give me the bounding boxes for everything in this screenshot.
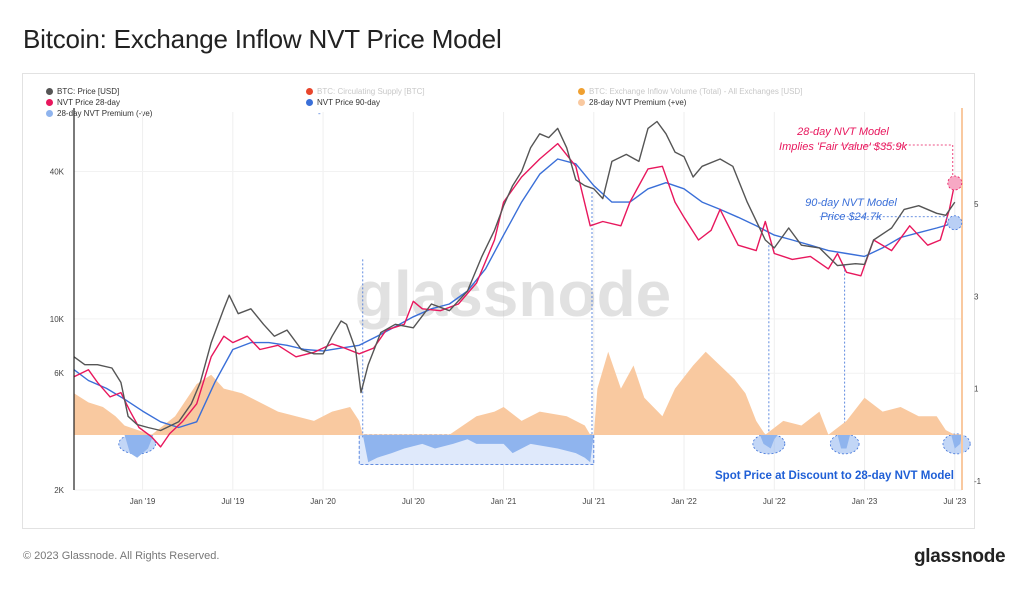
legend-item-nvt28[interactable]: NVT Price 28-day (46, 98, 120, 107)
x-tick-label: Jul '22 (763, 497, 786, 506)
y-right-tick-label: -1 (974, 477, 982, 486)
legend-dot (46, 88, 53, 95)
fair-value-label-1: 28-day NVT Model (796, 126, 889, 138)
grid (74, 112, 962, 491)
model90-marker (947, 215, 963, 231)
y-left-tick-label: 10K (50, 315, 65, 324)
page-title: Bitcoin: Exchange Inflow NVT Price Model (23, 24, 502, 54)
x-tick-label: Jan '20 (310, 497, 336, 506)
legend-dot (306, 88, 313, 95)
x-tick-label: Jul '20 (402, 497, 425, 506)
watermark: glassnode (355, 258, 672, 330)
axes: Jan '19 Jul '19 Jan '20 Jul '20 Jan '21 Jul '… (50, 108, 982, 506)
legend-item-circulating-supply[interactable]: BTC: Circulating Supply [BTC] (306, 87, 425, 96)
nvt90-line (73, 158, 955, 429)
y-right-tick-label: 3 (974, 292, 979, 301)
x-tick-label: Jan '21 (491, 497, 517, 506)
legend-item-btc-price[interactable]: BTC: Price [USD] (46, 87, 119, 96)
y-left-tick-label: 2K (54, 486, 64, 495)
legend-dot (306, 99, 313, 106)
legend-item-exchange-inflow[interactable]: BTC: Exchange Inflow Volume (Total) - Al… (578, 87, 802, 96)
nvt28-line (73, 142, 956, 448)
y-left-tick-label: 6K (54, 369, 64, 378)
x-tick-label: Jan '19 (130, 497, 156, 506)
premium-positive-area (74, 351, 955, 435)
legend-item-dash[interactable]: - (318, 109, 321, 118)
legend-dot (578, 99, 585, 106)
annotations: 28-day NVT Model Implies 'Fair Value' $35… (715, 126, 963, 482)
fair-value-label-2: Implies 'Fair Value' $35.9k (779, 141, 907, 153)
y-right-tick-label: 1 (974, 385, 979, 394)
legend-item-premium-pos[interactable]: 28-day NVT Premium (+ve) (578, 98, 686, 107)
legend-dot (46, 99, 53, 106)
premium-negative-area (124, 434, 962, 463)
copyright: © 2023 Glassnode. All Rights Reserved. (23, 550, 220, 562)
x-tick-label: Jan '22 (671, 497, 697, 506)
x-tick-label: Jul '21 (582, 497, 605, 506)
x-tick-label: Jan '23 (852, 497, 878, 506)
premium-bars (74, 351, 962, 463)
x-tick-label: Jul '19 (221, 497, 244, 506)
discount-label: Spot Price at Discount to 28-day NVT Mod… (715, 470, 954, 482)
legend-dot (578, 88, 585, 95)
y-left-tick-label: 40K (50, 167, 65, 176)
btc-price-line (73, 120, 956, 432)
glassnode-logo: glassnode (914, 546, 1006, 567)
y-right-tick-label: 5 (974, 200, 979, 209)
fair-value-leader (839, 144, 954, 175)
fair-value-marker (947, 175, 963, 191)
model90-label-2: Price $24.7k (820, 211, 882, 223)
series-lines (73, 120, 956, 448)
legend-item-nvt90[interactable]: NVT Price 90-day (306, 98, 380, 107)
legend-dot (46, 110, 53, 117)
model90-label-1: 90-day NVT Model (805, 197, 897, 209)
legend-item-premium-neg[interactable]: 28-day NVT Premium (-ve) (46, 109, 152, 118)
x-tick-label: Jul '23 (943, 497, 966, 506)
